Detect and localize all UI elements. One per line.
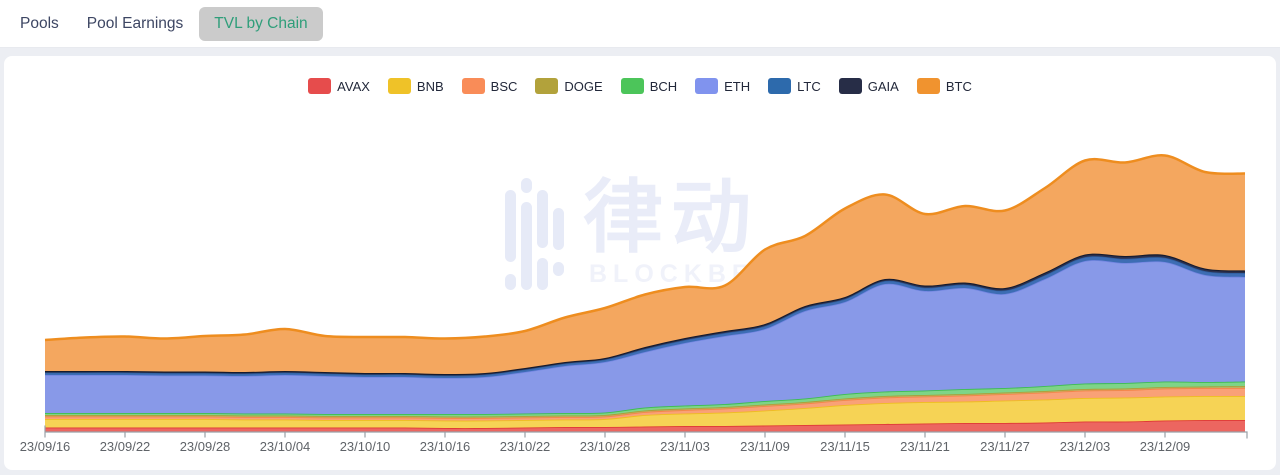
legend-item-bsc[interactable]: BSC xyxy=(461,78,518,94)
series-btc xyxy=(44,154,1246,374)
legend-item-eth[interactable]: ETH xyxy=(695,78,750,94)
legend-swatch-ltc xyxy=(768,78,792,94)
legend-label: DOGE xyxy=(564,78,603,94)
legend-label: BNB xyxy=(416,78,444,94)
legend-label: BSC xyxy=(490,78,518,94)
legend-item-bch[interactable]: BCH xyxy=(620,78,678,94)
tab-pool-earnings[interactable]: Pool Earnings xyxy=(86,14,184,32)
legend-item-bnb[interactable]: BNB xyxy=(387,78,444,94)
x-axis-label: 23/10/16 xyxy=(420,439,471,454)
x-axis-label: 23/11/09 xyxy=(740,439,790,454)
x-axis-label: 23/10/10 xyxy=(340,439,391,454)
watermark-title: 律动 xyxy=(583,173,759,262)
legend-label: ETH xyxy=(724,78,751,94)
legend-label: LTC xyxy=(797,78,821,94)
x-axis: 23/09/16 23/09/22 23/09/28 23/10/04 23/10/10… xyxy=(20,425,1248,454)
legend-swatch-bch xyxy=(620,78,644,94)
legend-swatch-doge xyxy=(535,78,559,94)
legend-swatch-avax xyxy=(308,78,332,94)
legend-label: AVAX xyxy=(337,78,370,94)
x-axis-label: 23/10/04 xyxy=(260,439,311,454)
x-axis-label: 23/09/28 xyxy=(180,439,231,454)
chart-legend: AVAX BNB BSC DOGE BCH ETH LTC GAIA BTC xyxy=(0,78,1280,94)
legend-item-btc[interactable]: BTC xyxy=(916,78,972,94)
x-axis-label: 23/11/27 xyxy=(980,439,1030,454)
tab-bar: Pools Pool Earnings TVL by Chain xyxy=(0,0,1280,48)
legend-swatch-bnb xyxy=(387,78,411,94)
x-axis-label: 23/09/22 xyxy=(100,439,151,454)
tab-pools[interactable]: Pools xyxy=(20,14,59,32)
x-axis-label: 23/11/15 xyxy=(820,439,870,454)
legend-item-doge[interactable]: DOGE xyxy=(535,78,603,94)
tab-tvl-by-chain[interactable]: TVL by Chain xyxy=(199,6,323,41)
blockbeats-logo-icon xyxy=(505,178,564,290)
legend-swatch-bsc xyxy=(461,78,485,94)
x-axis-label: 23/09/16 xyxy=(20,439,71,454)
legend-swatch-eth xyxy=(695,78,719,94)
legend-label: BTC xyxy=(945,78,972,94)
x-axis-label: 23/12/09 xyxy=(1140,439,1191,454)
x-axis-label: 23/10/28 xyxy=(580,439,631,454)
legend-label: BCH xyxy=(649,78,678,94)
legend-label: GAIA xyxy=(867,78,899,94)
legend-item-ltc[interactable]: LTC xyxy=(768,78,821,94)
legend-swatch-btc xyxy=(916,78,940,94)
x-axis-label: 23/11/21 xyxy=(900,439,950,454)
x-axis-label: 23/12/03 xyxy=(1060,439,1111,454)
x-axis-label: 23/10/22 xyxy=(500,439,551,454)
legend-item-avax[interactable]: AVAX xyxy=(308,78,370,94)
x-axis-label: 23/11/03 xyxy=(660,439,710,454)
legend-swatch-gaia xyxy=(838,78,862,94)
legend-item-gaia[interactable]: GAIA xyxy=(838,78,899,94)
